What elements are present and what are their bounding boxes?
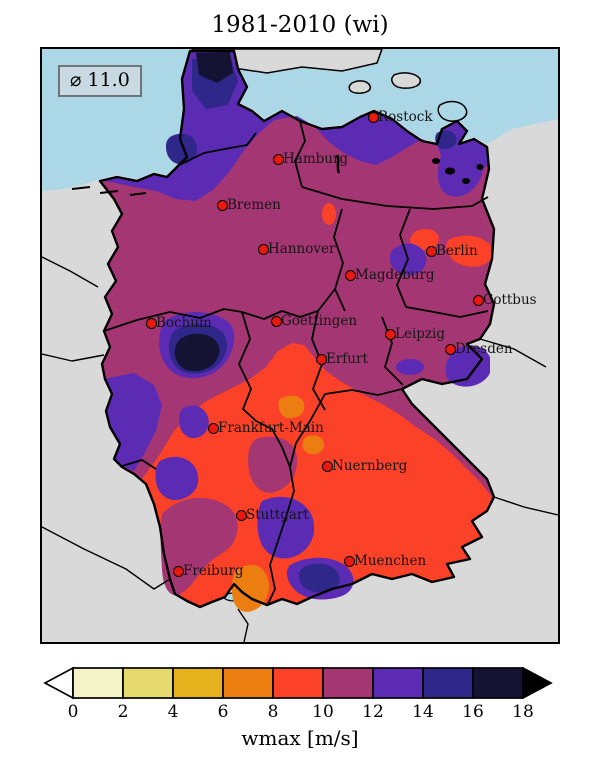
colorbar-tick-6: 6 bbox=[217, 702, 229, 722]
colorbar-over-arrow bbox=[522, 666, 553, 700]
city-dot-magdeburg bbox=[345, 270, 356, 281]
colorbar-segment-7 bbox=[422, 667, 474, 699]
city-label-magdeburg: Magdeburg bbox=[355, 267, 435, 283]
colorbar-segment-0 bbox=[72, 667, 124, 699]
city-dot-bochum bbox=[146, 318, 157, 329]
contour-band-8-10-north bbox=[322, 203, 493, 267]
city-label-muenchen: Muenchen bbox=[354, 553, 427, 569]
city-markers-layer: Rostock Hamburg Bremen Hannover Berlin Magdeb… bbox=[42, 49, 558, 642]
colorbar-segment-4 bbox=[272, 667, 324, 699]
city-label-stuttgart: Stuttgart bbox=[246, 507, 309, 523]
city-dot-bremen bbox=[217, 200, 228, 211]
city-dot-nuernberg bbox=[322, 461, 333, 472]
colorbar-axis-label: wmax [m/s] bbox=[241, 726, 359, 750]
colorbar-tick-8: 8 bbox=[267, 702, 279, 722]
coast-details bbox=[71, 154, 484, 196]
colorbar-tick-18: 18 bbox=[512, 702, 534, 722]
contour-band-6-8 bbox=[232, 395, 324, 612]
city-dot-hamburg bbox=[273, 154, 284, 165]
city-label-berlin: Berlin bbox=[436, 243, 478, 259]
mean-value-badge: ⌀ 11.0 bbox=[58, 65, 142, 97]
city-dot-cottbus bbox=[473, 295, 484, 306]
colorbar bbox=[43, 666, 553, 700]
city-dot-berlin bbox=[426, 246, 437, 257]
city-label-cottbus: Cottbus bbox=[483, 292, 537, 308]
city-label-hamburg: Hamburg bbox=[283, 151, 349, 167]
city-dot-muenchen bbox=[344, 556, 355, 567]
city-label-leipzig: Leipzig bbox=[395, 326, 445, 342]
city-label-bremen: Bremen bbox=[227, 197, 281, 213]
colorbar-segment-1 bbox=[122, 667, 174, 699]
contour-fills bbox=[100, 51, 494, 612]
city-dot-stuttgart bbox=[236, 510, 247, 521]
city-dot-dresden bbox=[445, 344, 456, 355]
colorbar-segment-5 bbox=[322, 667, 374, 699]
colorbar-tick-14: 14 bbox=[412, 702, 434, 722]
city-label-goettingen: Goettingen bbox=[281, 313, 358, 329]
colorbar-tick-0: 0 bbox=[67, 702, 79, 722]
colorbar-tick-16: 16 bbox=[462, 702, 484, 722]
city-dot-hannover bbox=[258, 244, 269, 255]
colorbar-tick-12: 12 bbox=[362, 702, 384, 722]
city-dot-frankfurt-main bbox=[208, 423, 219, 434]
denmark-and-islands bbox=[191, 49, 468, 122]
colorbar-segment-2 bbox=[172, 667, 224, 699]
state-borders bbox=[103, 120, 489, 605]
colorbar-segment-8 bbox=[472, 667, 524, 699]
germany-wind-map: ⌀ 11.0 Rostock Hamburg Bremen Hannover Berli… bbox=[40, 47, 560, 644]
colorbar-tick-4: 4 bbox=[167, 702, 179, 722]
city-label-rostock: Rostock bbox=[378, 109, 433, 125]
colorbar-under-arrow bbox=[43, 666, 74, 700]
city-label-hannover: Hannover bbox=[268, 241, 336, 257]
country-outline bbox=[98, 49, 496, 609]
figure-title: 1981-2010 (wi) bbox=[211, 12, 389, 38]
city-dot-goettingen bbox=[271, 316, 282, 327]
city-dot-erfurt bbox=[316, 354, 327, 365]
city-label-erfurt: Erfurt bbox=[326, 351, 368, 367]
contour-band-16-18 bbox=[174, 52, 233, 372]
city-dot-leipzig bbox=[385, 329, 396, 340]
colorbar-tick-labels: 0 2 4 6 8 10 12 14 16 18 bbox=[0, 702, 600, 724]
city-label-bochum: Bochum bbox=[156, 315, 212, 331]
colorbar-tick-2: 2 bbox=[117, 702, 129, 722]
colorbar-tick-10: 10 bbox=[312, 702, 334, 722]
city-label-freiburg: Freiburg bbox=[183, 563, 244, 579]
city-label-frankfurt-main: Frankfurt-Main bbox=[218, 420, 324, 436]
city-dot-freiburg bbox=[173, 566, 184, 577]
map-canvas bbox=[42, 49, 558, 642]
city-dot-rostock bbox=[368, 112, 379, 123]
city-label-nuernberg: Nuernberg bbox=[332, 458, 408, 474]
city-label-dresden: Dresden bbox=[455, 341, 513, 357]
foreign-borders bbox=[42, 256, 558, 642]
colorbar-segment-6 bbox=[372, 667, 424, 699]
colorbar-segment-3 bbox=[222, 667, 274, 699]
